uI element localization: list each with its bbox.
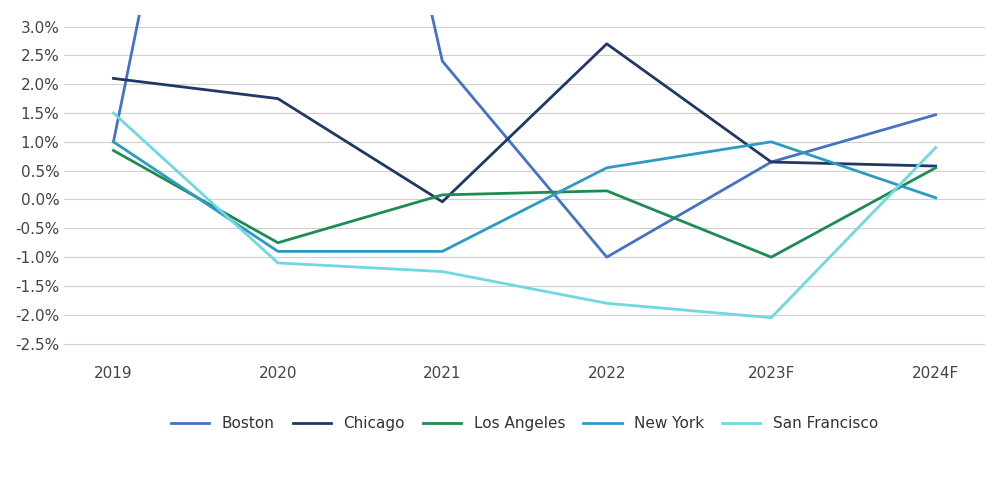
San Francisco <box>765 315 777 320</box>
Chicago <box>272 96 284 102</box>
San Francisco <box>930 145 942 150</box>
Los Angeles <box>107 148 119 153</box>
New York <box>272 249 284 254</box>
Line: New York: New York <box>113 142 936 251</box>
Legend: Boston, Chicago, Los Angeles, New York, San Francisco: Boston, Chicago, Los Angeles, New York, … <box>165 410 884 437</box>
Los Angeles <box>436 192 448 198</box>
Chicago <box>107 76 119 81</box>
Los Angeles <box>272 240 284 246</box>
Boston <box>765 159 777 165</box>
Los Angeles <box>765 254 777 260</box>
Chicago <box>436 199 448 205</box>
New York <box>930 195 942 201</box>
Los Angeles <box>930 165 942 171</box>
Line: Los Angeles: Los Angeles <box>113 150 936 257</box>
New York <box>601 165 613 171</box>
San Francisco <box>272 260 284 266</box>
New York <box>107 139 119 145</box>
Line: Boston: Boston <box>113 0 936 257</box>
Boston <box>930 112 942 118</box>
Boston <box>601 254 613 260</box>
Los Angeles <box>601 188 613 194</box>
Chicago <box>930 163 942 169</box>
Chicago <box>765 159 777 165</box>
Boston <box>107 139 119 145</box>
San Francisco <box>436 269 448 274</box>
New York <box>765 139 777 145</box>
Line: San Francisco: San Francisco <box>113 113 936 318</box>
Boston <box>436 58 448 64</box>
San Francisco <box>107 110 119 116</box>
Chicago <box>601 41 613 46</box>
New York <box>436 249 448 254</box>
San Francisco <box>601 300 613 306</box>
Line: Chicago: Chicago <box>113 44 936 202</box>
